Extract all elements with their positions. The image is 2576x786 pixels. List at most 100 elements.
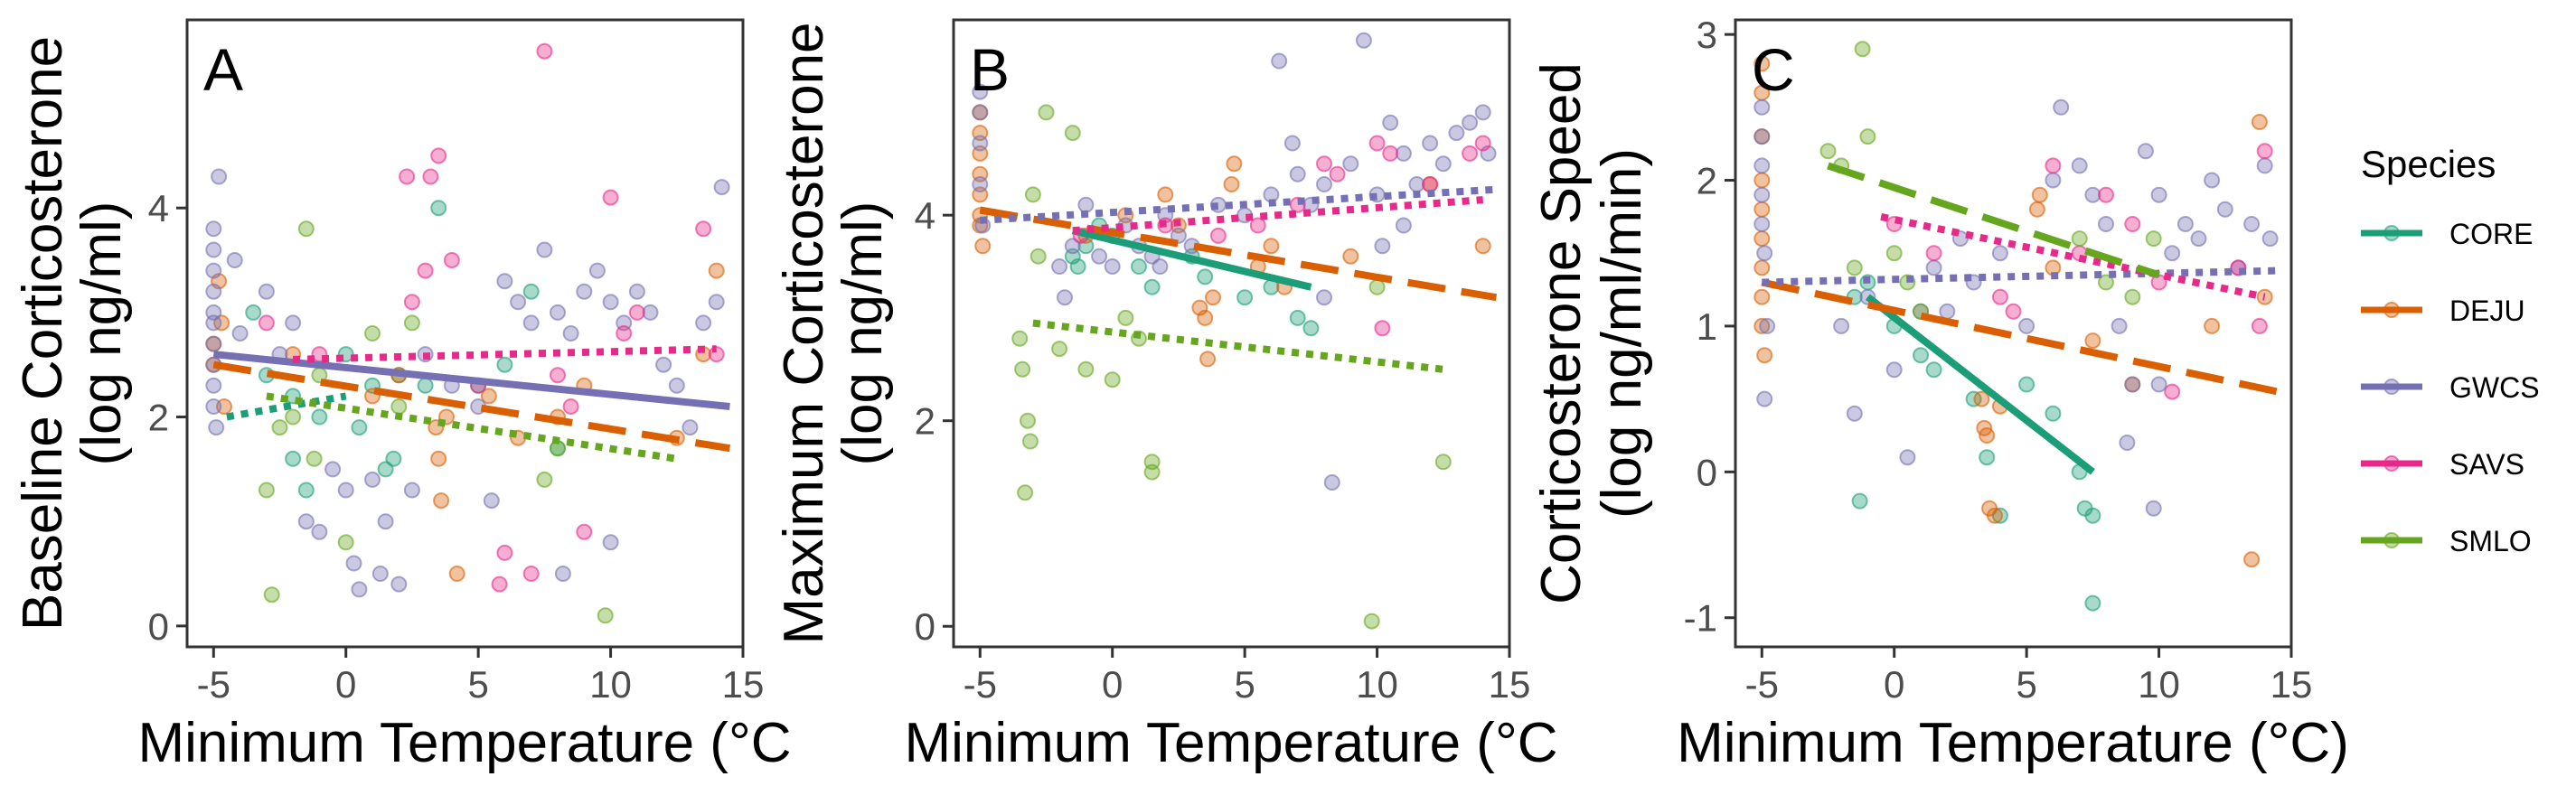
trend-line-smlo bbox=[266, 392, 678, 463]
legend-label: SAVS bbox=[2449, 448, 2524, 481]
point-core bbox=[496, 356, 513, 373]
point-gwcs bbox=[2098, 216, 2114, 232]
point-savs bbox=[417, 262, 434, 279]
y-tick-label: 0 bbox=[1697, 451, 1717, 493]
point-deju bbox=[2251, 114, 2268, 130]
point-gwcs bbox=[1756, 390, 1773, 407]
panel-b-xlabel: Minimum Temperature (°C bbox=[904, 712, 1557, 774]
point-core bbox=[1289, 309, 1306, 326]
point-savs bbox=[443, 252, 460, 268]
point-gwcs bbox=[1104, 258, 1121, 275]
x-tick-label: -5 bbox=[1745, 663, 1779, 706]
point-smlo bbox=[1434, 454, 1452, 471]
point-smlo bbox=[2071, 230, 2088, 248]
point-core bbox=[417, 377, 434, 394]
x-tick-label: -5 bbox=[964, 663, 997, 706]
y-tick-label: 0 bbox=[148, 605, 169, 648]
point-core bbox=[1913, 347, 1929, 364]
panel-a-trends bbox=[212, 345, 731, 463]
x-tick-label: 0 bbox=[1102, 663, 1123, 706]
point-smlo bbox=[1011, 330, 1029, 347]
panel-c-trends bbox=[1761, 162, 2280, 475]
point-deju bbox=[1753, 201, 1771, 218]
point-gwcs bbox=[1899, 449, 1916, 466]
point-gwcs bbox=[483, 492, 500, 510]
point-gwcs bbox=[655, 356, 672, 373]
point-smlo bbox=[306, 450, 323, 467]
point-gwcs bbox=[682, 419, 699, 436]
trend-line-deju bbox=[212, 360, 731, 453]
point-smlo bbox=[1020, 412, 1036, 429]
point-smlo bbox=[297, 220, 315, 238]
point-gwcs bbox=[205, 335, 222, 352]
point-smlo bbox=[1846, 259, 1863, 276]
point-gwcs bbox=[510, 294, 527, 311]
x-tick-label: 15 bbox=[722, 663, 765, 706]
panel-c-xticks: -5 0 5 10 15 bbox=[1745, 647, 2313, 706]
point-gwcs bbox=[377, 513, 394, 530]
point-gwcs bbox=[1434, 155, 1452, 173]
point-gwcs bbox=[371, 566, 389, 582]
point-smlo bbox=[2124, 288, 2141, 305]
point-gwcs bbox=[1422, 135, 1439, 152]
y-tick-label: -1 bbox=[1684, 597, 1717, 640]
point-savs bbox=[2005, 303, 2022, 320]
point-gwcs bbox=[1316, 176, 1332, 192]
point-smlo bbox=[1064, 125, 1081, 142]
x-tick-label: 10 bbox=[1356, 663, 1398, 706]
point-gwcs bbox=[2204, 172, 2221, 189]
panel-b-frame bbox=[952, 18, 1511, 649]
point-gwcs bbox=[1448, 125, 1465, 142]
panel-a-points bbox=[205, 42, 730, 624]
point-core bbox=[385, 450, 402, 467]
panel-a-xlabel: Minimum Temperature (°C bbox=[137, 712, 791, 774]
point-gwcs bbox=[576, 283, 593, 300]
trend-line-core bbox=[226, 392, 347, 421]
point-gwcs bbox=[1289, 165, 1306, 182]
point-gwcs bbox=[550, 304, 566, 321]
x-tick-label: 15 bbox=[2270, 663, 2313, 706]
point-gwcs bbox=[496, 273, 513, 290]
trend-line-smlo bbox=[1032, 319, 1444, 373]
point-savs bbox=[430, 147, 447, 164]
point-smlo bbox=[263, 586, 280, 604]
point-core bbox=[2084, 594, 2101, 612]
point-smlo bbox=[1038, 104, 1055, 121]
point-gwcs bbox=[1756, 245, 1773, 262]
point-gwcs bbox=[1374, 238, 1391, 255]
point-core bbox=[245, 304, 262, 321]
point-savs bbox=[1368, 135, 1386, 152]
point-gwcs bbox=[351, 581, 368, 598]
point-savs bbox=[522, 566, 540, 582]
trend-line-savs bbox=[293, 345, 717, 363]
point-core bbox=[1851, 492, 1868, 510]
point-smlo bbox=[2098, 274, 2114, 291]
legend-key-point bbox=[2383, 532, 2400, 548]
point-gwcs bbox=[2145, 500, 2162, 517]
point-deju bbox=[1756, 347, 1773, 364]
trend-line-smlo bbox=[1827, 162, 2160, 279]
point-gwcs bbox=[2119, 435, 2136, 451]
x-tick-label: 5 bbox=[1234, 663, 1255, 706]
point-smlo bbox=[1017, 484, 1034, 501]
point-deju bbox=[2204, 317, 2221, 334]
point-deju bbox=[1342, 248, 1359, 265]
point-core bbox=[1131, 258, 1147, 275]
point-smlo bbox=[536, 471, 553, 488]
point-gwcs bbox=[972, 83, 989, 100]
point-gwcs bbox=[1753, 98, 1771, 116]
point-deju bbox=[1205, 289, 1221, 306]
point-gwcs bbox=[1152, 258, 1169, 275]
point-savs bbox=[1474, 135, 1491, 152]
legend-item-smlo: SMLO bbox=[2361, 525, 2532, 557]
point-gwcs bbox=[1885, 361, 1903, 379]
point-core bbox=[1197, 268, 1214, 285]
point-smlo bbox=[390, 398, 408, 415]
y-tick-label: 4 bbox=[915, 194, 935, 237]
point-savs bbox=[403, 294, 420, 311]
point-gwcs bbox=[2190, 230, 2207, 248]
point-smlo bbox=[1363, 613, 1380, 630]
point-deju bbox=[1263, 238, 1280, 255]
point-gwcs bbox=[311, 523, 328, 540]
point-smlo bbox=[364, 325, 381, 342]
